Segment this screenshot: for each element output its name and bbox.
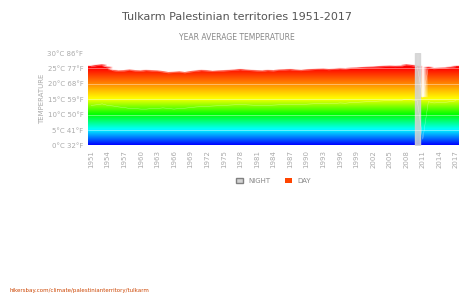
Text: Tulkarm Palestinian territories 1951-2017: Tulkarm Palestinian territories 1951-201… <box>122 12 352 22</box>
Y-axis label: TEMPERATURE: TEMPERATURE <box>39 74 45 124</box>
Text: YEAR AVERAGE TEMPERATURE: YEAR AVERAGE TEMPERATURE <box>179 33 295 41</box>
Text: hikersbay.com/climate/palestinianterritory/tulkarm: hikersbay.com/climate/palestinianterrito… <box>9 288 149 293</box>
Legend: NIGHT, DAY: NIGHT, DAY <box>233 175 314 186</box>
